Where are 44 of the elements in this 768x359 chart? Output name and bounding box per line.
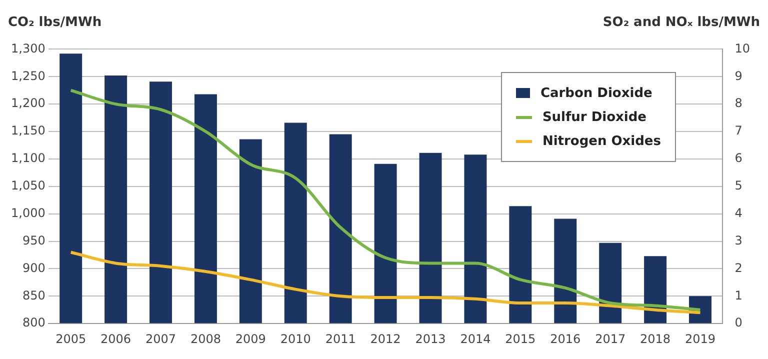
x-tick-label: 2005 bbox=[56, 332, 86, 346]
x-tick-label: 2007 bbox=[145, 332, 176, 346]
x-tick-label: 2013 bbox=[415, 332, 446, 346]
legend-label: Nitrogen Oxides bbox=[542, 134, 661, 148]
y-tick-label: 1,000 bbox=[10, 206, 46, 220]
y2-tick-label: 10 bbox=[734, 41, 750, 56]
x-tick-label: 2011 bbox=[325, 332, 356, 346]
y2-tick-label: 4 bbox=[734, 206, 742, 220]
x-tick-label: 2006 bbox=[100, 332, 132, 346]
x-tick-label: 2017 bbox=[595, 332, 626, 346]
x-tick-label: 2018 bbox=[640, 332, 671, 346]
legend-label: Carbon Dioxide bbox=[540, 86, 652, 100]
y2-tick-label: 2 bbox=[734, 260, 742, 275]
y2-axis-title: SO₂ and NOₓ lbs/MWh bbox=[602, 14, 760, 30]
y-tick-label: 1,300 bbox=[10, 41, 46, 56]
y-tick-label: 850 bbox=[22, 288, 46, 302]
y-tick-label: 1,100 bbox=[10, 151, 46, 166]
y-axis-title: CO₂ lbs/MWh bbox=[8, 14, 102, 30]
y-tick-label: 1,150 bbox=[10, 124, 46, 138]
x-tick-label: 2009 bbox=[235, 332, 266, 346]
y-tick-label: 1,050 bbox=[10, 178, 46, 193]
y2-tick-label: 7 bbox=[734, 124, 742, 138]
line-series bbox=[69, 250, 702, 314]
x-tick-label: 2014 bbox=[460, 332, 491, 346]
x-tick-label: 2012 bbox=[370, 332, 401, 346]
x-tick-label: 2016 bbox=[550, 332, 581, 346]
y2-tick-label: 6 bbox=[734, 151, 742, 166]
y2-tick-label: 3 bbox=[734, 233, 742, 248]
y-tick-label: 1,200 bbox=[10, 96, 46, 110]
line-series bbox=[69, 88, 702, 312]
x-tick-label: 2019 bbox=[684, 332, 716, 346]
y-tick-label: 950 bbox=[22, 233, 46, 248]
x-tick-label: 2010 bbox=[280, 332, 311, 346]
y2-tick-label: 5 bbox=[734, 178, 742, 193]
y2-tick-label: 1 bbox=[734, 288, 742, 302]
x-tick-label: 2015 bbox=[505, 332, 536, 346]
y2-tick-label: 8 bbox=[734, 96, 742, 110]
x-tick-label: 2008 bbox=[190, 332, 221, 346]
y2-tick-label: 9 bbox=[734, 68, 742, 83]
y2-tick-label: 0 bbox=[734, 316, 742, 330]
y-tick-label: 900 bbox=[22, 260, 46, 275]
y-tick-label: 800 bbox=[22, 316, 46, 330]
legend-label: Sulfur Dioxide bbox=[542, 110, 647, 124]
y-tick-label: 1,250 bbox=[10, 68, 46, 83]
